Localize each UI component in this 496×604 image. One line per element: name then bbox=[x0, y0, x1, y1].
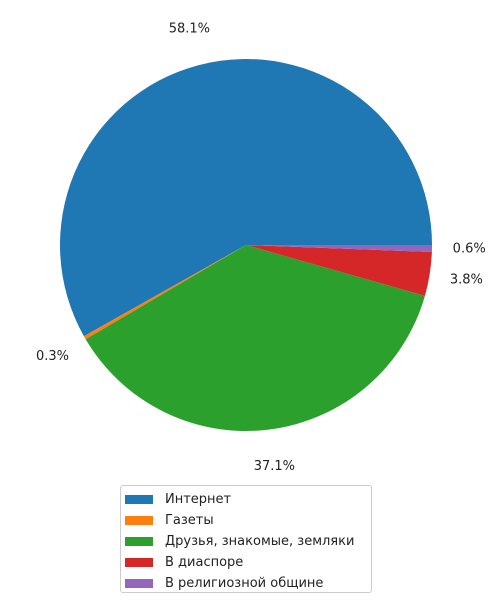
pie-slice-religious bbox=[246, 245, 433, 253]
legend-item-newspapers: Газеты bbox=[125, 510, 371, 531]
pie-value-label-religious: 0.6% bbox=[453, 242, 486, 257]
legend-swatch bbox=[125, 579, 153, 588]
legend: Интернет Газеты Друзья, знакомые, земляк… bbox=[120, 485, 372, 593]
pie-value-labels: 58.1% 0.3% 37.1% 3.8% 0.6% bbox=[36, 22, 486, 474]
legend-item-internet: Интернет bbox=[125, 489, 371, 510]
legend-item-religious: В религиозной общине bbox=[125, 573, 371, 594]
pie-slice-friends bbox=[85, 245, 425, 431]
pie-value-label-diaspora: 3.8% bbox=[450, 273, 483, 288]
legend-swatch bbox=[125, 495, 153, 504]
legend-label: В религиозной общине bbox=[165, 576, 324, 591]
legend-label: В диаспоре bbox=[165, 555, 244, 570]
pie-slices bbox=[59, 58, 433, 431]
pie-value-label-friends: 37.1% bbox=[254, 459, 295, 474]
pie-slice-diaspora bbox=[246, 245, 432, 296]
legend-swatch bbox=[125, 537, 153, 546]
legend-swatch bbox=[125, 516, 153, 525]
legend-item-diaspora: В диаспоре bbox=[125, 552, 371, 573]
legend-swatch bbox=[125, 558, 153, 567]
pie-slice-internet bbox=[59, 58, 432, 337]
legend-label: Интернет bbox=[165, 492, 232, 507]
pie-value-label-newspapers: 0.3% bbox=[36, 349, 69, 364]
pie-value-label-internet: 58.1% bbox=[169, 22, 210, 37]
legend-label: Газеты bbox=[165, 513, 214, 528]
legend-item-friends: Друзья, знакомые, земляки bbox=[125, 531, 371, 552]
legend-label: Друзья, знакомые, земляки bbox=[165, 534, 355, 549]
pie-slice-newspapers bbox=[83, 245, 246, 340]
